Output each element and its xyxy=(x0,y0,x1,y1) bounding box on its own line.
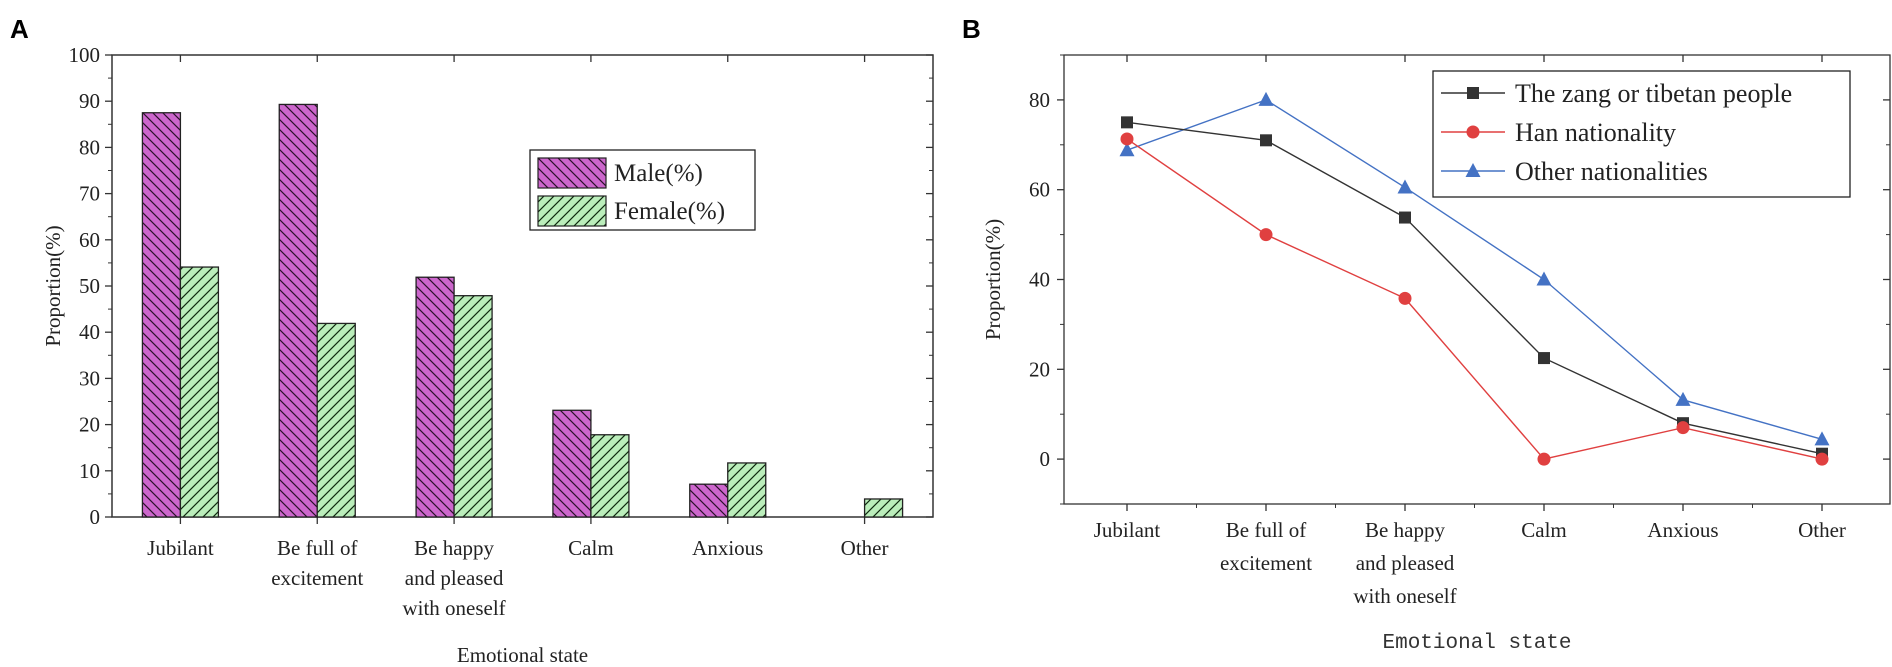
x-tick-label: Jubilant xyxy=(147,536,214,560)
bar-female xyxy=(316,322,356,518)
legend-label-male: Male(%) xyxy=(614,160,703,187)
bar-male xyxy=(415,276,455,518)
point-square xyxy=(1121,116,1133,129)
chart-a-bar: 0 10 20 30 40 50 60 70 80 90 100 Jubilant Be full of… xyxy=(41,43,934,667)
series-line-circle xyxy=(1126,138,1823,460)
panel-label-b: B xyxy=(962,14,981,44)
point-triangle xyxy=(1397,179,1413,194)
point-circle xyxy=(1537,452,1551,466)
y-tick-label: 40 xyxy=(79,320,100,344)
y-axis-title: Proportion(%) xyxy=(981,219,1005,340)
bar-male xyxy=(689,483,729,518)
point-triangle xyxy=(1814,431,1830,446)
y-axis-title: Proportion(%) xyxy=(41,225,65,346)
plot-frame xyxy=(111,54,934,518)
x-axis-title: Emotional state xyxy=(1382,632,1571,655)
chart-b-line: 0 20 40 60 80 Jubilant Be full of excitement Be … xyxy=(981,54,1891,655)
legend-swatch-female xyxy=(537,195,607,227)
x-tick-label: with oneself xyxy=(402,596,505,620)
point-square xyxy=(1260,134,1272,147)
panel-label-a: A xyxy=(10,14,29,44)
y-tick-label: 50 xyxy=(79,274,100,298)
y-tick-label: 20 xyxy=(1029,357,1050,381)
x-tick-label: Be full of xyxy=(277,536,357,560)
y-tick-label: 90 xyxy=(79,89,100,113)
legend-marker-square xyxy=(1467,87,1479,99)
x-tick-label: Calm xyxy=(1521,518,1567,542)
bar-female xyxy=(590,434,630,518)
y-tick-label: 0 xyxy=(90,505,101,529)
x-tick-label: Be happy xyxy=(414,536,494,560)
x-tick-label: excitement xyxy=(1220,551,1312,575)
point-circle xyxy=(1815,452,1829,466)
bar-male xyxy=(141,112,182,518)
point-circle xyxy=(1259,228,1273,242)
y-tick-label: 100 xyxy=(69,43,101,67)
x-tick-label: with oneself xyxy=(1353,584,1456,608)
y-tick-label: 30 xyxy=(79,366,100,390)
point-square xyxy=(1538,352,1550,365)
x-tick-label: and pleased xyxy=(1356,551,1455,575)
bar-male xyxy=(278,103,318,518)
x-tick-label: Other xyxy=(841,536,889,560)
y-tick-label: 80 xyxy=(79,135,100,159)
point-square xyxy=(1399,211,1411,224)
y-tick-label: 70 xyxy=(79,182,100,206)
series-line-square xyxy=(1126,121,1823,455)
x-axis-title: Emotional state xyxy=(457,643,588,667)
bar-female xyxy=(727,462,767,518)
legend-label-female: Female(%) xyxy=(614,198,725,225)
x-tick-label: Jubilant xyxy=(1094,518,1161,542)
bar-female xyxy=(453,295,493,518)
legend-label-triangle: Other nationalities xyxy=(1515,157,1708,186)
point-triangle xyxy=(1119,142,1135,157)
y-tick-label: 60 xyxy=(79,228,100,252)
y-tick-label: 60 xyxy=(1029,178,1050,202)
legend-marker-triangle xyxy=(1465,163,1481,177)
x-tick-label: and pleased xyxy=(405,566,504,590)
y-tick-label: 20 xyxy=(79,413,100,437)
x-tick-label: Other xyxy=(1798,518,1846,542)
x-tick-label: Anxious xyxy=(1647,518,1718,542)
bar-female xyxy=(179,266,220,518)
legend-marker-circle xyxy=(1466,125,1480,139)
x-tick-label: Calm xyxy=(568,536,614,560)
point-triangle xyxy=(1258,91,1274,106)
point-circle xyxy=(1120,132,1134,146)
x-tick-label: Anxious xyxy=(692,536,763,560)
point-circle xyxy=(1676,421,1690,435)
y-tick-label: 40 xyxy=(1029,268,1050,292)
x-tick-label: excitement xyxy=(271,566,363,590)
point-triangle xyxy=(1536,271,1552,286)
point-triangle xyxy=(1675,391,1691,406)
legend-label-square: The zang or tibetan people xyxy=(1515,79,1792,108)
legend-swatch-male xyxy=(537,157,607,189)
x-tick-label: Be happy xyxy=(1365,518,1445,542)
legend-label-circle: Han nationality xyxy=(1515,118,1676,147)
bar-female xyxy=(863,498,904,518)
point-circle xyxy=(1398,291,1412,305)
legend-box xyxy=(1432,70,1851,198)
bar-male xyxy=(552,409,592,518)
y-tick-label: 80 xyxy=(1029,88,1050,112)
y-tick-label: 0 xyxy=(1040,447,1051,471)
y-tick-label: 10 xyxy=(79,459,100,483)
x-tick-label: Be full of xyxy=(1226,518,1306,542)
series-line-triangle xyxy=(1126,99,1823,441)
